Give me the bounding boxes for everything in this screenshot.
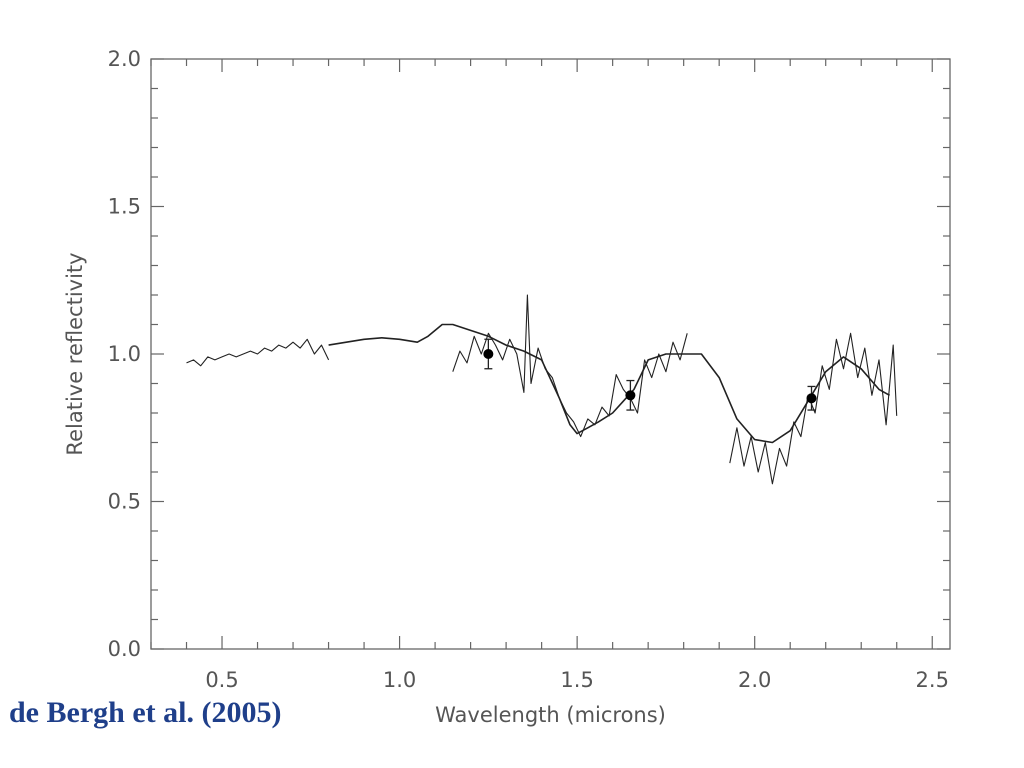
x-tick-labels: 0.5 1.0 1.5 2.0 2.5 <box>205 668 949 692</box>
y-tick-label: 2.0 <box>108 47 141 71</box>
x-tick-label: 0.5 <box>205 668 238 692</box>
x-axis-label: Wavelength (microns) <box>435 703 666 727</box>
photometry-points <box>483 338 817 411</box>
citation-caption: de Bergh et al. (2005) <box>9 696 282 729</box>
data-point <box>625 390 636 401</box>
y-tick-label: 0.0 <box>108 637 141 661</box>
data-point <box>483 349 494 359</box>
photometry-point <box>806 385 817 411</box>
data-series <box>186 294 898 485</box>
series-line-model <box>328 323 890 444</box>
y-tick-labels: 0.0 0.5 1.0 1.5 2.0 <box>108 47 141 661</box>
y-axis-label: Relative reflectivity <box>63 252 87 455</box>
series-line-near-ir-spectrum <box>452 294 688 438</box>
photometry-point <box>483 338 494 370</box>
data-point <box>806 393 817 404</box>
series-line-visible-spectrum <box>186 338 330 367</box>
x-tick-label: 2.0 <box>738 668 771 692</box>
y-tick-label: 1.5 <box>108 195 141 219</box>
x-tick-label: 1.5 <box>560 668 593 692</box>
y-tick-label: 1.0 <box>108 342 141 366</box>
plot-frame <box>150 58 951 650</box>
x-tick-label: 1.0 <box>383 668 416 692</box>
photometry-point <box>625 379 636 411</box>
series-line-k-band-spectrum <box>729 332 898 485</box>
x-tick-label: 2.5 <box>916 668 949 692</box>
y-tick-label: 0.5 <box>108 490 141 514</box>
axis-ticks <box>150 58 950 650</box>
